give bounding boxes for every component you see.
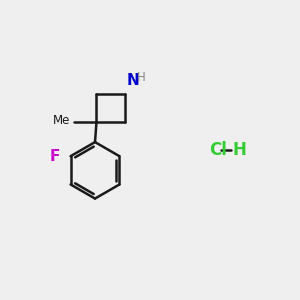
Text: H: H bbox=[137, 71, 146, 84]
Text: F: F bbox=[50, 149, 60, 164]
Text: N: N bbox=[126, 73, 139, 88]
Text: Cl: Cl bbox=[209, 141, 227, 159]
Text: Me: Me bbox=[53, 114, 70, 127]
Text: H: H bbox=[232, 141, 247, 159]
